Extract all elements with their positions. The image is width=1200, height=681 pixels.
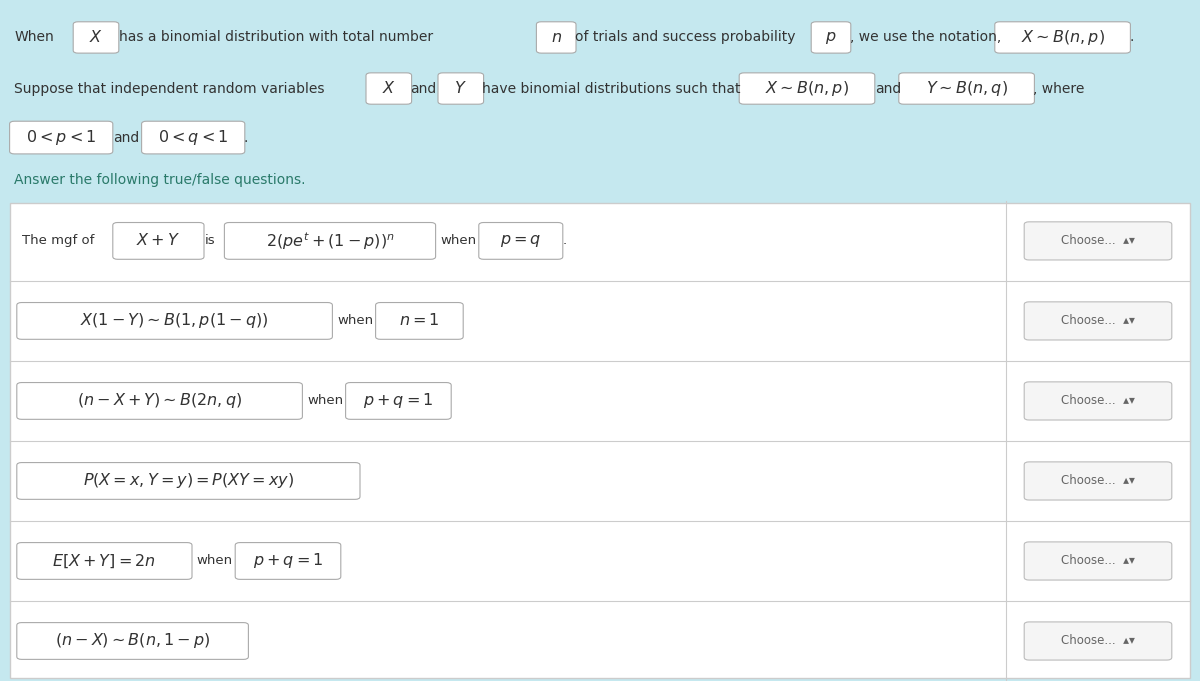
Text: The mgf of: The mgf of [22,234,94,247]
Text: $(n - X + Y) \sim B(2n, q)$: $(n - X + Y) \sim B(2n, q)$ [77,392,242,411]
Text: $X + Y$: $X + Y$ [137,232,180,249]
Text: $Y$: $Y$ [455,80,467,97]
Text: $X \sim B(n, p)$: $X \sim B(n, p)$ [766,79,848,98]
Text: $0 < p < 1$: $0 < p < 1$ [26,128,96,147]
Text: .: . [244,131,248,144]
Text: is: is [205,234,216,247]
Text: .: . [563,234,566,247]
Text: $(n - X) \sim B(n, 1 - p)$: $(n - X) \sim B(n, 1 - p)$ [55,631,210,650]
Text: and: and [410,82,437,95]
Text: Suppose that independent random variables: Suppose that independent random variable… [14,82,325,95]
Text: $p = q$: $p = q$ [500,232,541,249]
Text: Answer the following true/false questions.: Answer the following true/false question… [14,174,306,187]
Text: , we use the notation,: , we use the notation, [850,31,1001,44]
Text: $X$: $X$ [89,29,103,46]
Text: Choose...  ▴▾: Choose... ▴▾ [1061,554,1135,567]
Text: and: and [113,131,139,144]
Text: when: when [440,234,476,247]
Text: $n$: $n$ [551,29,562,46]
Text: has a binomial distribution with total number: has a binomial distribution with total n… [119,31,433,44]
Text: $p + q = 1$: $p + q = 1$ [364,392,433,411]
Text: when: when [337,315,373,328]
Text: Choose...  ▴▾: Choose... ▴▾ [1061,315,1135,328]
Text: $2(pe^t + (1 - p))^n$: $2(pe^t + (1 - p))^n$ [265,230,395,252]
Text: $X \sim B(n, p)$: $X \sim B(n, p)$ [1021,28,1104,47]
Text: $p$: $p$ [826,29,836,46]
Text: Choose...  ▴▾: Choose... ▴▾ [1061,475,1135,488]
Text: .: . [1129,31,1134,44]
Text: when: when [307,394,343,407]
Text: $X(1 - Y) \sim B(1, p(1 - q))$: $X(1 - Y) \sim B(1, p(1 - q))$ [80,311,269,330]
Text: $p + q = 1$: $p + q = 1$ [253,552,323,571]
Text: Choose...  ▴▾: Choose... ▴▾ [1061,635,1135,648]
Text: $n = 1$: $n = 1$ [400,313,439,330]
Text: and: and [875,82,901,95]
Text: $X$: $X$ [382,80,396,97]
Text: of trials and success probability: of trials and success probability [575,31,796,44]
Text: Choose...  ▴▾: Choose... ▴▾ [1061,394,1135,407]
Text: , where: , where [1033,82,1085,95]
Text: $P(X = x, Y = y) = P(XY = xy)$: $P(X = x, Y = y) = P(XY = xy)$ [83,471,294,490]
Text: when: when [197,554,233,567]
Text: Choose...  ▴▾: Choose... ▴▾ [1061,234,1135,247]
Text: $E[X + Y] = 2n$: $E[X + Y] = 2n$ [53,552,156,570]
Text: $0 < q < 1$: $0 < q < 1$ [158,128,228,147]
Text: have binomial distributions such that: have binomial distributions such that [482,82,740,95]
Text: $Y \sim B(n, q)$: $Y \sim B(n, q)$ [925,79,1008,98]
Text: When: When [14,31,54,44]
